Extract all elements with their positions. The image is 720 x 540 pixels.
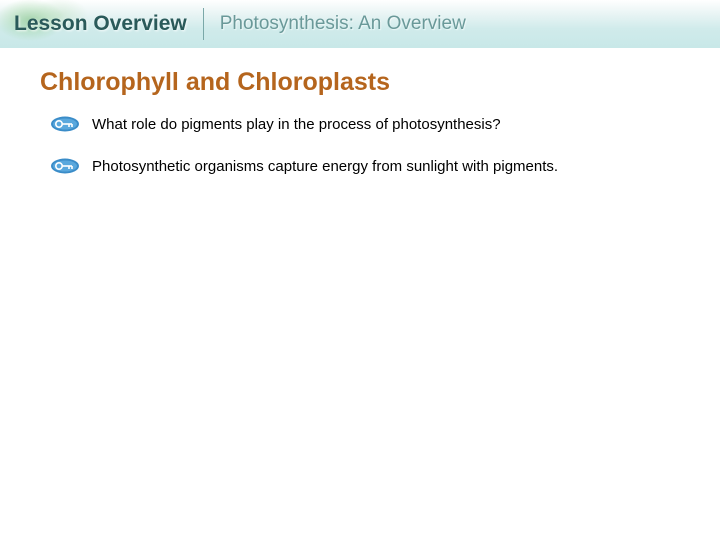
slide-content: Chlorophyll and Chloroplasts What role d… (0, 48, 720, 179)
lesson-overview-label: Lesson Overview (14, 12, 187, 36)
key-icon (50, 158, 80, 179)
chapter-title: Photosynthesis: An Overview (220, 13, 466, 35)
header-divider (203, 8, 204, 40)
key-icon (50, 116, 80, 137)
bullet-text: What role do pigments play in the proces… (92, 115, 501, 135)
bullet-item: Photosynthetic organisms capture energy … (40, 157, 680, 179)
slide-header: Lesson Overview Photosynthesis: An Overv… (0, 0, 720, 48)
bullet-item: What role do pigments play in the proces… (40, 115, 680, 137)
section-title: Chlorophyll and Chloroplasts (40, 68, 680, 97)
bullet-text: Photosynthetic organisms capture energy … (92, 157, 558, 177)
